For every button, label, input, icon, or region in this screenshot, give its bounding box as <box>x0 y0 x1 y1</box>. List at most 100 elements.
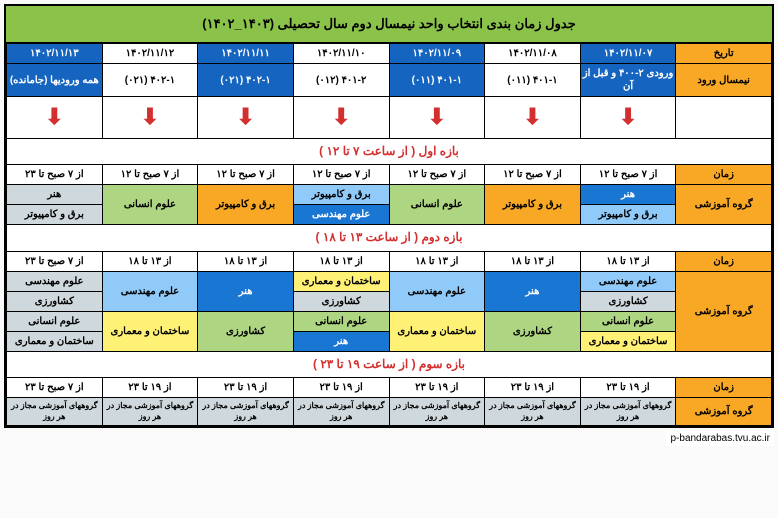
s2-g1d: ساختمان و معماری <box>581 332 676 351</box>
arrow: ⬇ <box>102 97 198 139</box>
entry-1: ۴۰۱-۱ (۰۱۱) <box>485 64 581 97</box>
s1-g4a: برق و کامپیوتر <box>294 185 389 205</box>
hdr-group: گروه آموزشی <box>676 185 772 225</box>
s1-groups: گروه آموزشی هنر برق و کامپیوتر برق و کام… <box>7 185 772 225</box>
arrow: ⬇ <box>293 97 389 139</box>
s3-groups: گروه آموزشی گروههای آموزشی مجاز در هر رو… <box>7 398 772 426</box>
s1-g1a: هنر <box>581 185 676 205</box>
section1-head: بازه اول ( از ساعت ۷ تا ۱۲ ) <box>7 138 772 165</box>
hdr-time3: زمان <box>676 378 772 398</box>
date-1: ۱۴۰۲/۱۱/۰۸ <box>485 44 581 64</box>
hdr-entry: نیمسال ورود <box>676 64 772 97</box>
s2-g5b: علوم انسانی هنر <box>293 311 389 351</box>
s2-g6b: کشاورزی <box>198 311 294 351</box>
s3-t3: از ۱۹ تا ۲۳ <box>293 378 389 398</box>
s3-g5: گروههای آموزشی مجاز در هر روز <box>102 398 198 426</box>
entry-4: ۴۰۲-۱ (۰۲۱) <box>198 64 294 97</box>
s1-g4b: علوم مهندسی <box>294 205 389 224</box>
s2-g6: هنر <box>198 271 294 311</box>
row-entry: نیمسال ورود ورودی ۲-۴۰۰ و قبل از آن ۴۰۱-… <box>7 64 772 97</box>
s1-g4: برق و کامپیوتر علوم مهندسی <box>293 185 389 225</box>
entry-3: ۴۰۱-۲ (۰۱۲) <box>293 64 389 97</box>
s2-g7: علوم مهندسی <box>102 271 198 311</box>
s1-g3: علوم انسانی <box>389 185 485 225</box>
s2-g8b: کشاورزی <box>7 292 102 312</box>
s2-g3: کشاورزی <box>485 311 581 351</box>
s1-t0: از ۷ صبح تا ۱۲ <box>580 165 676 185</box>
s2-t4: از ۱۳ تا ۱۸ <box>198 251 294 271</box>
schedule-table: تاریخ ۱۴۰۲/۱۱/۰۷ ۱۴۰۲/۱۱/۰۸ ۱۴۰۲/۱۱/۰۹ ۱… <box>6 43 772 426</box>
s2-t6: از ۷ صبح تا ۲۳ <box>7 251 103 271</box>
s2-g1a: علوم مهندسی <box>581 272 676 292</box>
s1-g7b: برق و کامپیوتر <box>7 205 102 224</box>
s3-t2: از ۱۹ تا ۲۳ <box>389 378 485 398</box>
schedule-frame: جدول زمان بندی انتخاب واحد نیمسال دوم سا… <box>4 4 774 428</box>
arrow: ⬇ <box>580 97 676 139</box>
s3-t0: از ۱۹ تا ۲۳ <box>580 378 676 398</box>
s2-groups-a: گروه آموزشی علوم مهندسی کشاورزی علوم انس… <box>7 271 772 311</box>
date-2: ۱۴۰۲/۱۱/۰۹ <box>389 44 485 64</box>
s2-g5a: ساختمان و معماری کشاورزی <box>293 271 389 311</box>
s3-g1: گروههای آموزشی مجاز در هر روز <box>485 398 581 426</box>
s3-t6: از ۷ صبح تا ۲۳ <box>7 378 103 398</box>
s2-g8d: ساختمان و معماری <box>7 332 102 351</box>
hdr-group2: گروه آموزشی <box>676 271 772 351</box>
s2-g1c: علوم انسانی <box>581 312 676 332</box>
date-3: ۱۴۰۲/۱۱/۱۰ <box>293 44 389 64</box>
section3-head: بازه سوم ( از ساعت ۱۹ تا ۲۳ ) <box>7 351 772 378</box>
s2-g8c: علوم انسانی <box>7 312 102 332</box>
s1-t5: از ۷ صبح تا ۱۲ <box>102 165 198 185</box>
s1-g7a: هنر <box>7 185 102 205</box>
s2-g5b1: علوم انسانی <box>294 312 389 332</box>
s2-g2: هنر <box>485 271 581 311</box>
s3-times: زمان از ۱۹ تا ۲۳ از ۱۹ تا ۲۳ از ۱۹ تا ۲۳… <box>7 378 772 398</box>
s1-g1b: برق و کامپیوتر <box>581 205 676 224</box>
s3-g6: گروههای آموزشی مجاز در هر روز <box>7 398 103 426</box>
entry-6: همه ورودیها (جامانده) <box>7 64 103 97</box>
s1-g7: هنر برق و کامپیوتر <box>7 185 103 225</box>
date-6: ۱۴۰۲/۱۱/۱۳ <box>7 44 103 64</box>
row-arrows: ⬇ ⬇ ⬇ ⬇ ⬇ ⬇ ⬇ <box>7 97 772 139</box>
s1-times: زمان از ۷ صبح تا ۱۲ از ۷ صبح تا ۱۲ از ۷ … <box>7 165 772 185</box>
s1-t3: از ۷ صبح تا ۱۲ <box>293 165 389 185</box>
s1-g6: علوم انسانی <box>102 185 198 225</box>
entry-2: ۴۰۱-۱ (۰۱۱) <box>389 64 485 97</box>
s3-g2: گروههای آموزشی مجاز در هر روز <box>389 398 485 426</box>
s2-g1: علوم مهندسی کشاورزی علوم انسانی ساختمان … <box>580 271 676 351</box>
s2-g1b: کشاورزی <box>581 292 676 312</box>
arrow: ⬇ <box>485 97 581 139</box>
s1-g2: برق و کامپیوتر <box>485 185 581 225</box>
s1-g5: برق و کامپیوتر <box>198 185 294 225</box>
row-dates: تاریخ ۱۴۰۲/۱۱/۰۷ ۱۴۰۲/۱۱/۰۸ ۱۴۰۲/۱۱/۰۹ ۱… <box>7 44 772 64</box>
s3-t1: از ۱۹ تا ۲۳ <box>485 378 581 398</box>
s2-g5b2: هنر <box>294 332 389 351</box>
date-0: ۱۴۰۲/۱۱/۰۷ <box>580 44 676 64</box>
hdr-date: تاریخ <box>676 44 772 64</box>
arrow: ⬇ <box>7 97 103 139</box>
s3-g0: گروههای آموزشی مجاز در هر روز <box>580 398 676 426</box>
hdr-time2: زمان <box>676 251 772 271</box>
title: جدول زمان بندی انتخاب واحد نیمسال دوم سا… <box>6 6 772 43</box>
s1-t1: از ۷ صبح تا ۱۲ <box>485 165 581 185</box>
s2-t0: از ۱۳ تا ۱۸ <box>580 251 676 271</box>
s3-t5: از ۱۹ تا ۲۳ <box>102 378 198 398</box>
arrow-blank <box>676 97 772 139</box>
date-5: ۱۴۰۲/۱۱/۱۲ <box>102 44 198 64</box>
s1-t2: از ۷ صبح تا ۱۲ <box>389 165 485 185</box>
s1-t6: از ۷ صبح تا ۲۳ <box>7 165 103 185</box>
s2-g8a: علوم مهندسی <box>7 272 102 292</box>
hdr-group3: گروه آموزشی <box>676 398 772 426</box>
watermark: p-bandarabas.tvu.ac.ir <box>666 431 774 446</box>
s2-g7b: ساختمان و معماری <box>102 311 198 351</box>
s2-g4b: ساختمان و معماری <box>389 311 485 351</box>
s3-g3: گروههای آموزشی مجاز در هر روز <box>293 398 389 426</box>
section2-head: بازه دوم ( از ساعت ۱۳ تا ۱۸ ) <box>7 225 772 252</box>
s2-g4a: علوم مهندسی <box>389 271 485 311</box>
s2-times: زمان از ۱۳ تا ۱۸ از ۱۳ تا ۱۸ از ۱۳ تا ۱۸… <box>7 251 772 271</box>
s1-t4: از ۷ صبح تا ۱۲ <box>198 165 294 185</box>
s2-t1: از ۱۳ تا ۱۸ <box>485 251 581 271</box>
date-4: ۱۴۰۲/۱۱/۱۱ <box>198 44 294 64</box>
entry-0: ورودی ۲-۴۰۰ و قبل از آن <box>580 64 676 97</box>
s3-t4: از ۱۹ تا ۲۳ <box>198 378 294 398</box>
s2-t3: از ۱۳ تا ۱۸ <box>293 251 389 271</box>
